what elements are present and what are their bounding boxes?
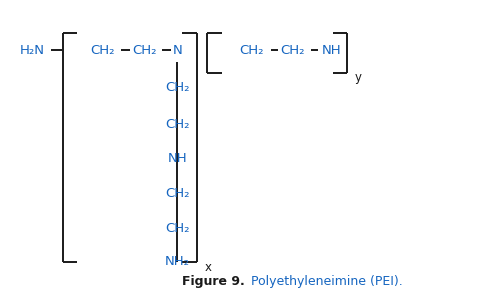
Text: CH₂: CH₂	[240, 44, 264, 57]
Text: CH₂: CH₂	[165, 118, 190, 131]
Text: CH₂: CH₂	[280, 44, 305, 57]
Text: CH₂: CH₂	[90, 44, 115, 57]
Text: Polyethyleneimine (PEI).: Polyethyleneimine (PEI).	[247, 275, 403, 288]
Text: y: y	[355, 71, 362, 84]
Text: x: x	[205, 261, 212, 274]
Text: H₂N: H₂N	[19, 44, 44, 57]
Text: NH: NH	[322, 44, 341, 57]
Text: NH: NH	[167, 152, 187, 165]
Text: CH₂: CH₂	[165, 223, 190, 235]
Text: Figure 9.: Figure 9.	[182, 275, 245, 288]
Text: CH₂: CH₂	[132, 44, 157, 57]
Text: CH₂: CH₂	[165, 187, 190, 200]
Text: NH₂: NH₂	[165, 256, 190, 268]
Text: CH₂: CH₂	[165, 81, 190, 94]
Text: N: N	[172, 44, 182, 57]
